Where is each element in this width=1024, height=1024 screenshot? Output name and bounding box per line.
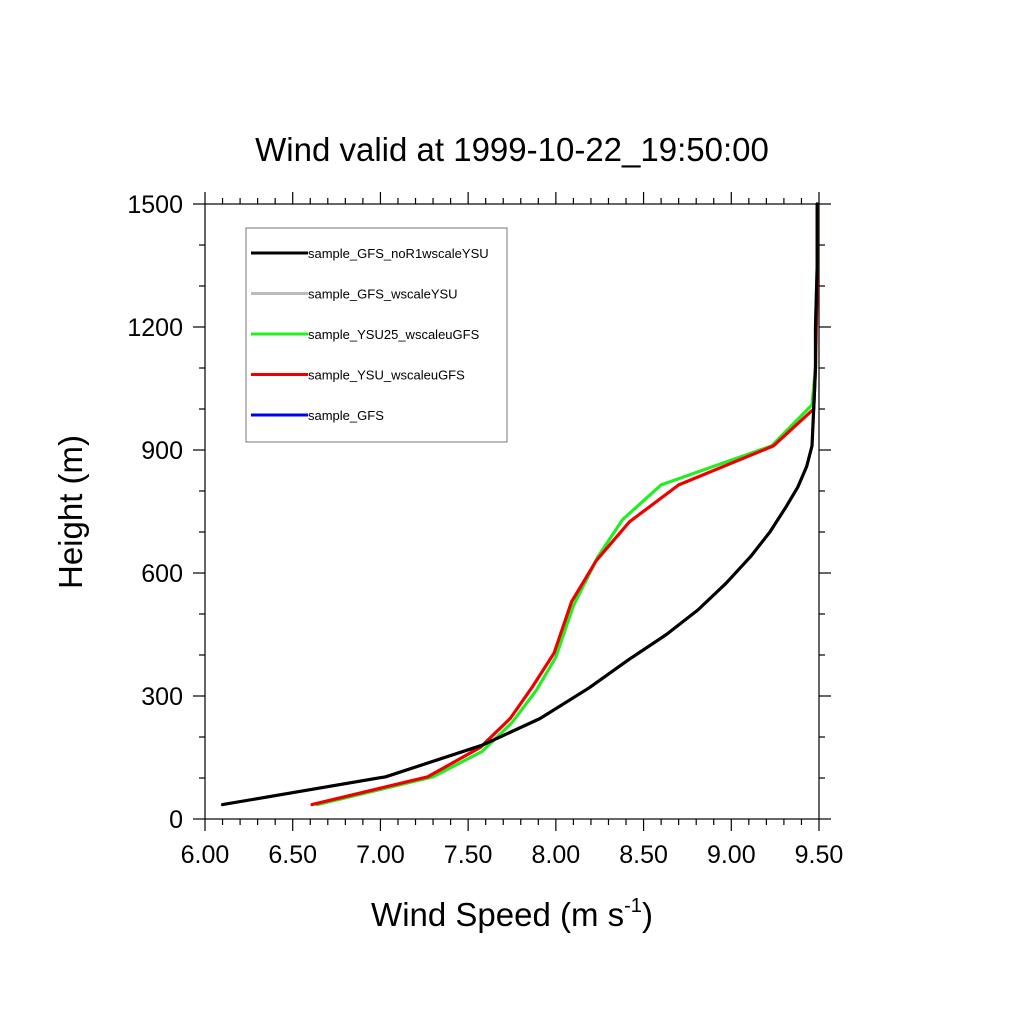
legend-items: sample_GFS_noR1wscaleYSU sample_GFS_wscal… [251,246,489,423]
x-axis-label-superscript: -1 [624,895,642,917]
legend-label: sample_GFS_wscaleYSU [308,287,458,302]
y-tick-label: 1500 [127,191,183,219]
y-tick-label: 0 [169,806,183,834]
chart-title: Wind valid at 1999-10-22_19:50:00 [255,131,769,168]
x-tick-label: 6.50 [268,841,317,869]
plot-frame [204,203,820,820]
legend-label: sample_YSU_wscaleuGFS [308,368,465,383]
y-tick-label: 1200 [127,314,183,342]
plot-area: 6.00 6.50 7.00 7.50 8.00 8.50 9.00 9.50 0 300 600 9… [127,191,843,869]
x-tick-label: 8.50 [619,841,668,869]
y-tick-label: 600 [141,560,183,588]
x-tick-label: 9.00 [707,841,756,869]
x-tick-label: 7.00 [356,841,405,869]
series-line-0 [220,202,819,807]
y-tick-label: 300 [141,683,183,711]
axis-tick-labels: 6.00 6.50 7.00 7.50 8.00 8.50 9.00 9.50 0 300 600 9… [127,191,843,869]
legend-label: sample_GFS [308,408,384,423]
x-axis-label: Wind Speed (m s-1) [371,895,653,933]
x-tick-label: 9.50 [795,841,844,869]
x-tick-label: 8.00 [532,841,581,869]
legend: sample_GFS_noR1wscaleYSU sample_GFS_wscal… [245,227,508,443]
y-axis-label: Height (m) [52,435,89,589]
x-tick-label: 7.50 [444,841,493,869]
y-tick-label: 900 [141,437,183,465]
series-lines [220,202,819,807]
x-tick-label: 6.00 [181,841,230,869]
x-axis-label-main: Wind Speed (m s [371,896,624,933]
legend-label: sample_YSU25_wscaleuGFS [308,327,480,342]
x-axis-label-suffix: ) [642,896,653,933]
legend-label: sample_GFS_noR1wscaleYSU [308,246,489,261]
axis-ticks [193,192,831,831]
